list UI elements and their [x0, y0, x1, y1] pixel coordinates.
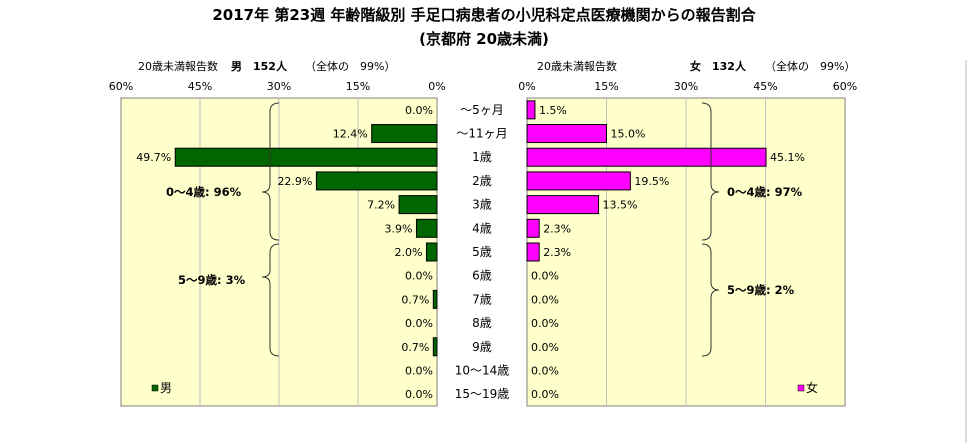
female-value-label: 0.0%	[531, 270, 559, 283]
male-value-label: 0.0%	[405, 388, 433, 401]
right-x-tick-label: 45%	[753, 80, 777, 93]
female-value-label: 2.3%	[543, 222, 571, 235]
female-value-label: 1.5%	[539, 104, 567, 117]
right-x-tick-label: 15%	[594, 80, 618, 93]
female-value-label: 0.0%	[531, 388, 559, 401]
left-share: （全体の 99%）	[305, 59, 395, 73]
right-group-5-9-label: 5～9歳: 2%	[727, 283, 795, 297]
right-x-tick-label: 30%	[674, 80, 698, 93]
male-value-label: 12.4%	[333, 128, 368, 141]
left-group-5-9-label: 5～9歳: 3%	[178, 273, 246, 287]
left-group-0-4-label: 0～4歳: 96%	[166, 185, 242, 199]
female-bar	[526, 218, 540, 238]
right-count-label: 20歳未満報告数	[537, 60, 617, 73]
bars	[174, 100, 767, 357]
chart-subtitle: (京都府 20歳未満)	[419, 30, 549, 48]
left-x-tick-label: 15%	[346, 80, 370, 93]
right-group-0-4-label: 0～4歳: 97%	[727, 185, 803, 199]
male-bar	[415, 218, 438, 238]
legend-female-swatch	[797, 384, 805, 392]
female-value-label: 0.0%	[531, 317, 559, 330]
right-x-tick-label: 0%	[518, 80, 535, 93]
left-x-tick-label: 60%	[109, 80, 133, 93]
male-value-label: 7.2%	[367, 199, 395, 212]
right-brace-0-4	[701, 102, 720, 241]
right-brace-5-9	[701, 243, 720, 357]
category-label: 10～14歳	[455, 363, 510, 377]
female-bar	[526, 147, 767, 167]
left-sex-count: 男 152人	[231, 59, 288, 73]
legend-female-label: 女	[806, 380, 818, 395]
male-bar	[432, 337, 438, 357]
right-x-tick-label: 60%	[833, 80, 857, 93]
female-value-label: 15.0%	[611, 128, 646, 141]
right-share: （全体の 99%）	[765, 59, 855, 73]
male-value-label: 2.0%	[395, 246, 423, 259]
category-label: 3歳	[472, 198, 492, 212]
category-label: ～11ヶ月	[456, 127, 507, 141]
left-x-tick-label: 45%	[188, 80, 212, 93]
female-bar	[526, 242, 540, 262]
female-value-label: 0.0%	[531, 341, 559, 354]
legend-male-label: 男	[160, 381, 172, 395]
male-value-label: 0.7%	[401, 293, 429, 306]
category-label: 15～19歳	[455, 387, 510, 401]
category-label: 6歳	[472, 269, 492, 283]
female-value-label: 2.3%	[543, 246, 571, 259]
left-x-tick-label: 30%	[267, 80, 291, 93]
male-bar	[425, 242, 438, 262]
female-bar	[526, 124, 607, 144]
chart-title: 2017年 第23週 年齢階級別 手足口病患者の小児科定点医療機関からの報告割合	[212, 6, 756, 24]
category-label: ～5ヶ月	[460, 103, 504, 117]
legend-male-swatch	[151, 384, 159, 392]
category-label: 4歳	[472, 221, 492, 235]
male-bar	[174, 147, 438, 167]
female-bar	[526, 100, 536, 120]
category-label: 8歳	[472, 316, 492, 330]
left-brace-0-4	[261, 102, 280, 241]
category-label: 2歳	[472, 174, 492, 188]
category-label: 7歳	[472, 292, 492, 306]
female-value-label: 45.1%	[770, 151, 805, 164]
left-count-label: 20歳未満報告数	[138, 60, 218, 73]
value-labels: 0.0% 1.5% 12.4% 15.0% 49.7% 45.1% 22.9% 19.5% 7.…	[136, 104, 805, 401]
male-bar	[398, 195, 438, 215]
category-labels: ～5ヶ月 ～11ヶ月 1歳 2歳 3歳 4歳 5歳 6歳 7歳 8歳 9歳 10～14歳 15～19歳	[455, 103, 510, 401]
male-value-label: 0.0%	[405, 104, 433, 117]
male-value-label: 0.0%	[405, 317, 433, 330]
x-tick-labels: 60% 45% 30% 15% 0% 0% 15% 30% 45% 60%	[109, 80, 857, 93]
female-value-label: 19.5%	[634, 175, 669, 188]
right-sex-count: 女 132人	[690, 59, 747, 73]
female-bar	[526, 195, 600, 215]
male-bar	[371, 124, 438, 144]
left-x-tick-label: 0%	[428, 80, 445, 93]
male-value-label: 0.0%	[405, 270, 433, 283]
female-value-label: 0.0%	[531, 293, 559, 306]
male-value-label: 49.7%	[136, 151, 171, 164]
male-value-label: 3.9%	[385, 222, 413, 235]
male-bar	[432, 289, 438, 309]
male-value-label: 0.0%	[405, 364, 433, 377]
left-brace-5-9	[261, 243, 280, 357]
female-bar	[526, 171, 631, 191]
category-label: 9歳	[472, 340, 492, 354]
female-value-label: 13.5%	[603, 199, 638, 212]
category-label: 5歳	[472, 245, 492, 259]
category-label: 1歳	[472, 150, 492, 164]
male-value-label: 22.9%	[277, 175, 312, 188]
female-value-label: 0.0%	[531, 364, 559, 377]
male-bar	[315, 171, 438, 191]
male-value-label: 0.7%	[401, 341, 429, 354]
